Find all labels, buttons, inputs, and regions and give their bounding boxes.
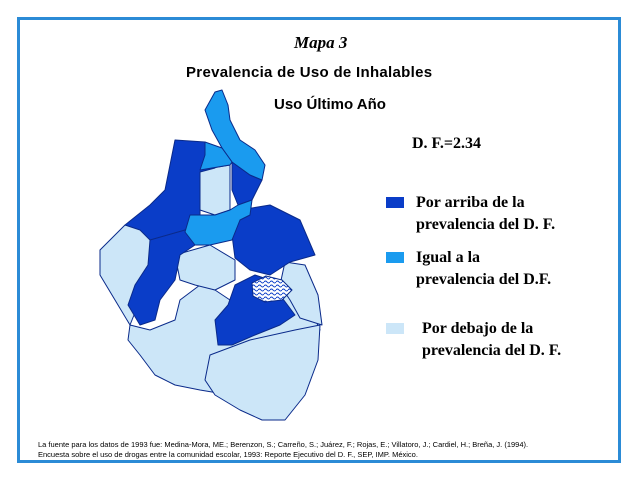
legend-label-below: Por debajo de la prevalencia del D. F. — [422, 320, 562, 359]
df-prevalence-value: D. F.=2.34 — [412, 135, 481, 152]
legend-item-equal: Igual a la prevalencia del D.F. — [386, 247, 551, 291]
region-middle-equal — [184, 199, 253, 246]
region-center-light — [174, 244, 236, 291]
map-number: Mapa 3 — [294, 33, 348, 52]
legend-swatch-above — [386, 197, 404, 208]
legend-item-above: Por arriba de la prevalencia del D. F. — [386, 192, 555, 236]
map-title: Prevalencia de Uso de Inhalables — [186, 64, 433, 81]
region-gam-equal — [204, 89, 266, 181]
region-central-equal — [199, 141, 233, 171]
source-note: La fuente para los datos de 1993 fue: Me… — [38, 440, 598, 460]
map-subtitle: Uso Último Año — [274, 96, 386, 113]
legend-label-equal: Igual a la prevalencia del D.F. — [416, 249, 552, 288]
legend-item-below: Por debajo de la prevalencia del D. F. — [386, 318, 561, 362]
region-north-light — [199, 164, 231, 216]
region-hatched — [251, 275, 293, 303]
legend-swatch-below — [386, 323, 404, 334]
source-line-2: Encuesta sobre el uso de drogas entre la… — [38, 450, 418, 459]
legend-label-above: Por arriba de la prevalencia del D. F. — [416, 194, 556, 233]
region-center-dark — [231, 204, 316, 276]
region-southeast-light — [204, 324, 321, 421]
legend-swatch-equal — [386, 252, 404, 263]
source-line-1: La fuente para los datos de 1993 fue: Me… — [38, 440, 529, 449]
